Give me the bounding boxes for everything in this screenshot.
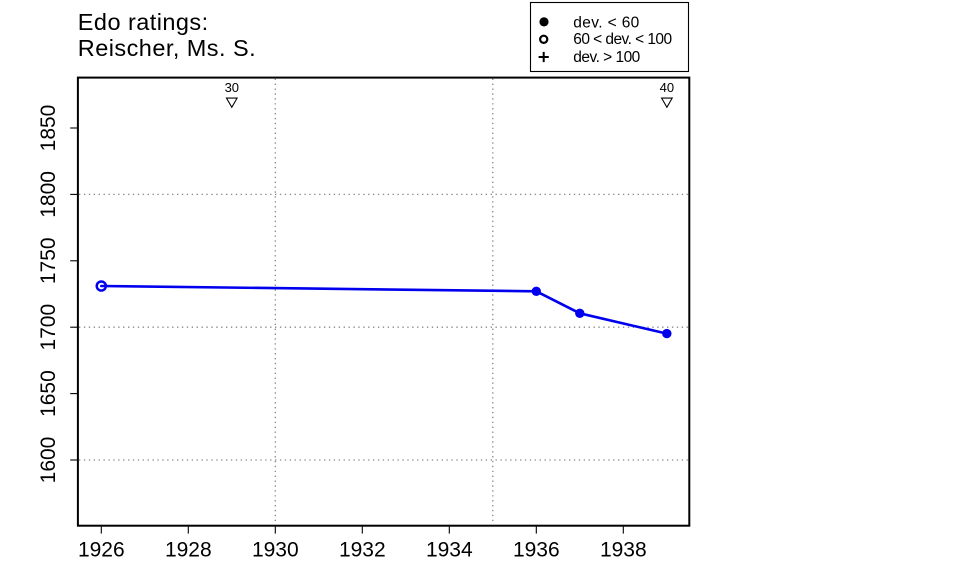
- svg-text:30: 30: [225, 80, 239, 95]
- svg-text:60 < dev. < 100: 60 < dev. < 100: [573, 31, 672, 48]
- svg-text:1930: 1930: [252, 539, 299, 562]
- svg-text:1934: 1934: [426, 539, 473, 562]
- svg-text:Edo ratings:: Edo ratings:: [78, 9, 209, 35]
- svg-text:1800: 1800: [37, 171, 60, 218]
- svg-text:1650: 1650: [37, 370, 60, 417]
- svg-text:1700: 1700: [37, 304, 60, 351]
- svg-text:Reischer, Ms. S.: Reischer, Ms. S.: [78, 35, 256, 61]
- svg-text:1750: 1750: [37, 237, 60, 284]
- svg-text:1850: 1850: [37, 105, 60, 152]
- svg-text:1938: 1938: [600, 539, 647, 562]
- svg-text:dev. < 60: dev. < 60: [573, 14, 639, 31]
- svg-text:1600: 1600: [37, 437, 60, 484]
- svg-text:1932: 1932: [339, 539, 386, 562]
- svg-text:1928: 1928: [165, 539, 212, 562]
- svg-text:dev. > 100: dev. > 100: [573, 49, 640, 66]
- svg-text:1936: 1936: [513, 539, 560, 562]
- svg-text:40: 40: [660, 80, 674, 95]
- svg-text:1926: 1926: [78, 539, 125, 562]
